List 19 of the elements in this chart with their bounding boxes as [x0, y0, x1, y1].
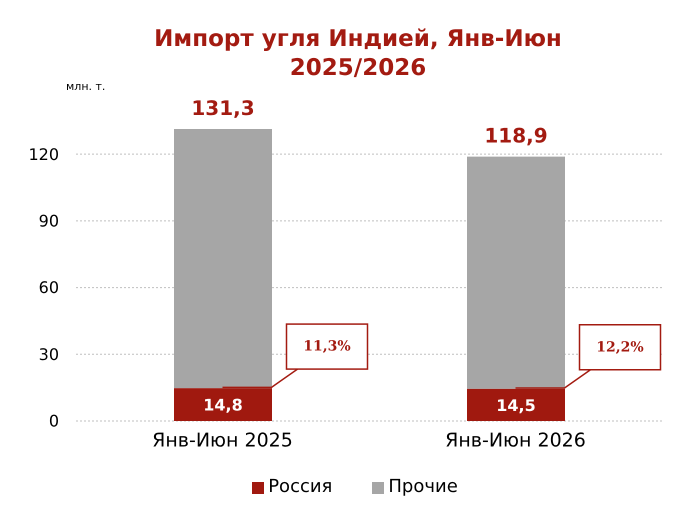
y-tick-label: 0 — [48, 412, 59, 431]
bar — [174, 129, 272, 388]
annotation: 12,2% — [596, 339, 644, 356]
total-label: 118,9 — [484, 124, 548, 148]
y-tick-label: 90 — [38, 212, 59, 231]
chart-title: Импорт угля Индией, Янв-Июн 2025/2026 — [153, 25, 563, 83]
data-label: 14,5 — [496, 395, 536, 414]
legend-label: Прочие — [388, 476, 458, 497]
y-axis-title: млн. т. — [66, 80, 106, 93]
total-label: 131,3 — [191, 96, 255, 120]
x-tick-label: Янв-Июн 2025 — [152, 429, 293, 452]
data-label: 14,8 — [203, 395, 243, 414]
y-tick-label: 30 — [38, 344, 59, 364]
bar — [467, 156, 565, 389]
x-tick-label: Янв-Июн 2026 — [445, 429, 586, 452]
y-tick-label: 60 — [38, 278, 59, 298]
y-tick-label: 120 — [28, 144, 59, 164]
legend-label: Россия — [268, 476, 332, 497]
annotation: 11,3% — [303, 338, 351, 355]
